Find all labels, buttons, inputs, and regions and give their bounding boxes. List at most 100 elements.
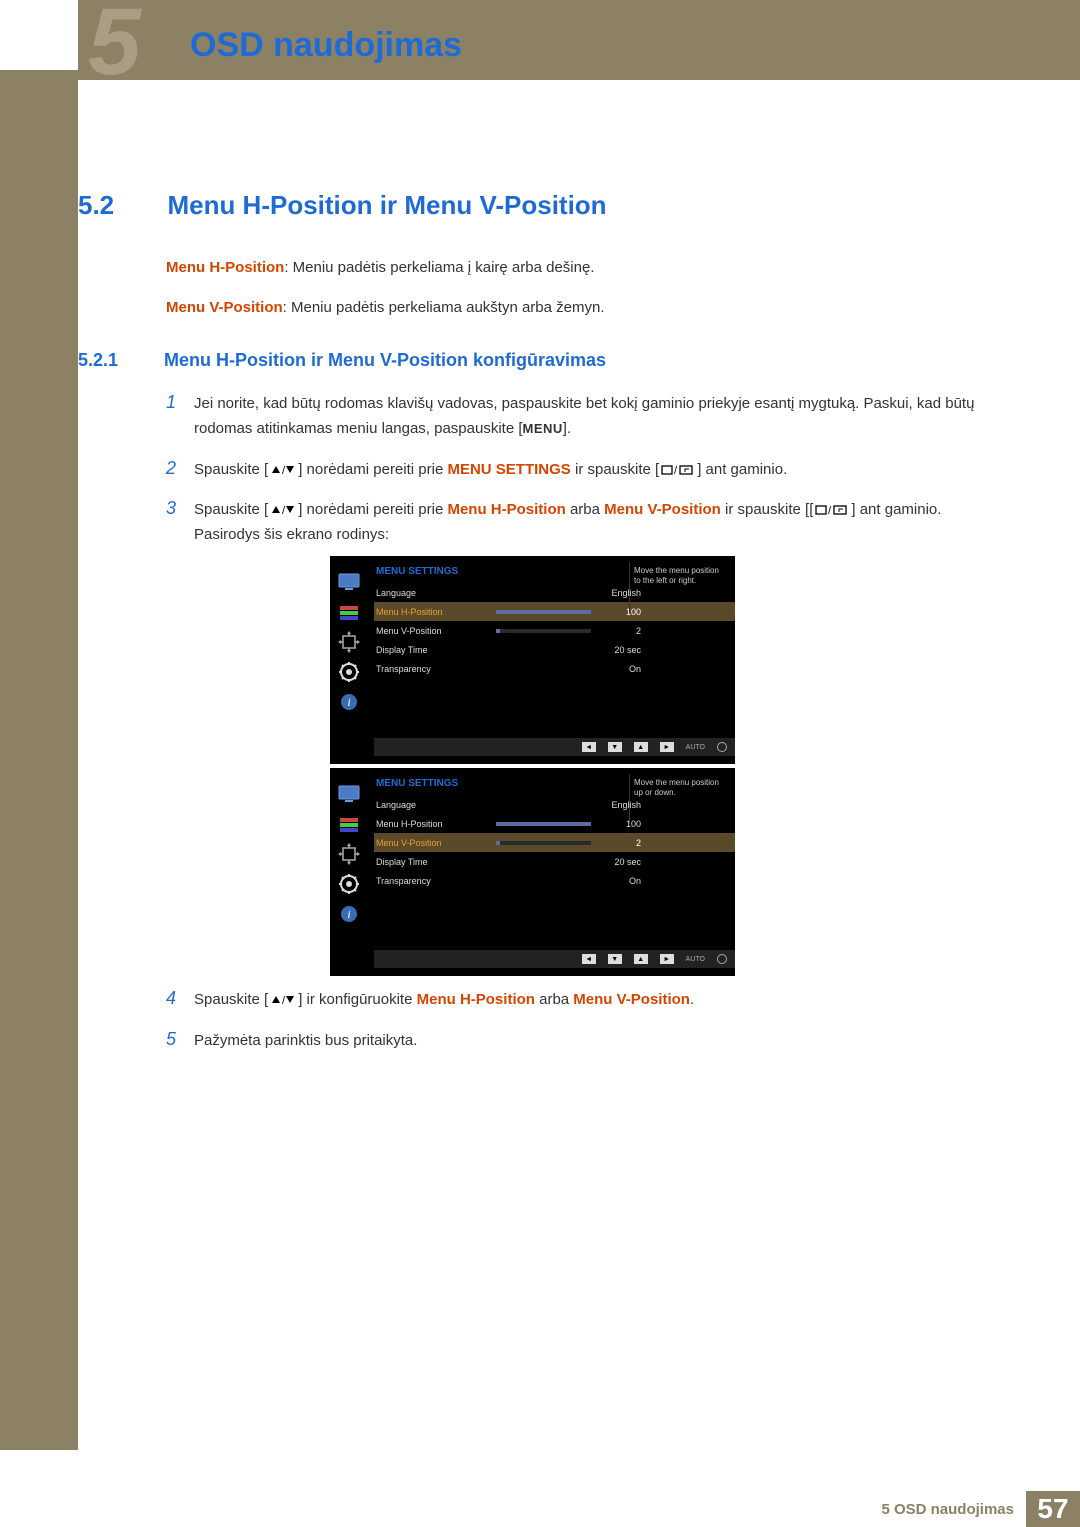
step-text: Jei norite, kad būtų rodomas klavišų vad… (194, 392, 986, 442)
step-text: Spauskite [/] ir konfigūruokite Menu H-P… (194, 988, 986, 1013)
intro-hpos: Menu H-Position: Meniu padėtis perkeliam… (166, 256, 986, 280)
osd-row-label: Transparency (376, 876, 496, 886)
nav-up-icon: ▲ (634, 742, 648, 752)
osd-row-value: 20 sec (601, 645, 641, 655)
nav-up-icon: ▲ (634, 954, 648, 964)
osd-row: Menu V-Position 2 (374, 621, 735, 640)
osd-row-label: Language (376, 800, 496, 810)
svg-text:/: / (282, 465, 286, 476)
nav-left-icon: ◄ (582, 954, 596, 964)
size-tab-icon (337, 630, 361, 654)
osd-tooltip: Move the menu position to the left or ri… (629, 562, 729, 612)
osd-row-value: 2 (601, 838, 641, 848)
up-down-icon: / (270, 504, 296, 516)
subsection-title: Menu H-Position ir Menu V-Position konfi… (164, 350, 606, 370)
nav-power-icon (717, 742, 727, 752)
step-number: 2 (166, 458, 194, 483)
svg-text:/: / (674, 465, 678, 476)
osd-navbar: ◄ ▼ ▲ ► AUTO (374, 738, 735, 756)
settings-tab-icon (337, 660, 361, 684)
osd-frame: i MENU SETTINGS Language English Menu H-… (330, 768, 735, 976)
osd-slider (496, 610, 591, 614)
color-tab-icon (337, 600, 361, 624)
step-3: 3 Spauskite [/] norėdami pereiti prie Me… (166, 498, 986, 548)
svg-text:/: / (282, 505, 286, 516)
step-text: Spauskite [/] norėdami pereiti prie MENU… (194, 458, 986, 483)
nav-right-icon: ► (660, 742, 674, 752)
picture-tab-icon (337, 570, 361, 594)
intro-vpos: Menu V-Position: Meniu padėtis perkeliam… (166, 296, 986, 320)
osd-row-value: On (601, 664, 641, 674)
hpos-label: Menu H-Position (166, 259, 284, 276)
nav-auto-label: AUTO (686, 954, 705, 964)
osd-main: MENU SETTINGS Language English Menu H-Po… (368, 768, 735, 968)
vpos-text: : Meniu padėtis perkeliama aukštyn arba … (283, 299, 605, 316)
subsection-number: 5.2.1 (78, 350, 164, 371)
size-tab-icon (337, 842, 361, 866)
nav-down-icon: ▼ (608, 742, 622, 752)
info-tab-icon: i (337, 690, 361, 714)
up-down-icon: / (270, 994, 296, 1006)
osd-row-label: Menu H-Position (376, 819, 496, 829)
step-number: 5 (166, 1029, 194, 1054)
chapter-badge: 5 (78, 0, 174, 80)
osd-row: Menu V-Position 2 (374, 833, 735, 852)
menu-button-label: MENU (523, 421, 563, 436)
hpos-text: : Meniu padėtis perkeliama į kairę arba … (284, 259, 594, 276)
osd-sidebar: i (330, 556, 368, 746)
osd-slider (496, 841, 591, 845)
osd-frame: i MENU SETTINGS Language English Menu H-… (330, 556, 735, 764)
info-tab-icon: i (337, 902, 361, 926)
step-number: 3 (166, 498, 194, 548)
vpos-label: Menu V-Position (166, 299, 283, 316)
osd-row-value: On (601, 876, 641, 886)
svg-text:/: / (282, 995, 286, 1006)
svg-text:i: i (347, 695, 350, 709)
osd-row-label: Menu H-Position (376, 607, 496, 617)
step-text: Spauskite [/] norėdami pereiti prie Menu… (194, 498, 986, 548)
osd-row: Display Time 20 sec (374, 852, 735, 871)
footer-chapter-ref: 5 OSD naudojimas (881, 1501, 1026, 1518)
osd-row-value: 20 sec (601, 857, 641, 867)
osd-row-label: Display Time (376, 857, 496, 867)
svg-text:i: i (347, 907, 350, 921)
step-number: 1 (166, 392, 194, 442)
osd-row-label: Menu V-Position (376, 838, 496, 848)
step-4: 4 Spauskite [/] ir konfigūruokite Menu H… (166, 988, 986, 1013)
steps-list-continued: 4 Spauskite [/] ir konfigūruokite Menu H… (166, 988, 986, 1070)
osd-navbar: ◄ ▼ ▲ ► AUTO (374, 950, 735, 968)
osd-slider (496, 629, 591, 633)
nav-auto-label: AUTO (686, 742, 705, 752)
color-tab-icon (337, 812, 361, 836)
svg-text:/: / (828, 505, 832, 516)
steps-list: 1 Jei norite, kad būtų rodomas klavišų v… (166, 392, 986, 564)
step-1: 1 Jei norite, kad būtų rodomas klavišų v… (166, 392, 986, 442)
page-number: 57 (1026, 1491, 1080, 1527)
osd-row: Display Time 20 sec (374, 640, 735, 659)
picture-tab-icon (337, 782, 361, 806)
page-footer: 5 OSD naudojimas 57 (881, 1491, 1080, 1527)
osd-main: MENU SETTINGS Language English Menu H-Po… (368, 556, 735, 756)
left-sidebar-decoration (0, 70, 78, 1450)
nav-power-icon (717, 954, 727, 964)
osd-row: Transparency On (374, 659, 735, 678)
osd-sidebar: i (330, 768, 368, 958)
osd-tooltip: Move the menu position up or down. (629, 774, 729, 824)
step-2: 2 Spauskite [/] norėdami pereiti prie ME… (166, 458, 986, 483)
osd-row-label: Language (376, 588, 496, 598)
nav-left-icon: ◄ (582, 742, 596, 752)
section-number: 5.2 (78, 190, 163, 221)
osd-row-label: Transparency (376, 664, 496, 674)
osd-row: Transparency On (374, 871, 735, 890)
settings-tab-icon (337, 872, 361, 896)
step-text: Pažymėta parinktis bus pritaikyta. (194, 1029, 986, 1054)
osd-row-value: 2 (601, 626, 641, 636)
source-enter-icon: / (661, 464, 695, 476)
nav-right-icon: ► (660, 954, 674, 964)
page: 5 OSD naudojimas 5.2 Menu H-Position ir … (0, 0, 1080, 1527)
osd-screenshot-vposition: i MENU SETTINGS Language English Menu H-… (330, 768, 735, 976)
source-enter-icon: / (815, 504, 849, 516)
chapter-title: OSD naudojimas (190, 26, 462, 65)
up-down-icon: / (270, 464, 296, 476)
osd-row-label: Menu V-Position (376, 626, 496, 636)
